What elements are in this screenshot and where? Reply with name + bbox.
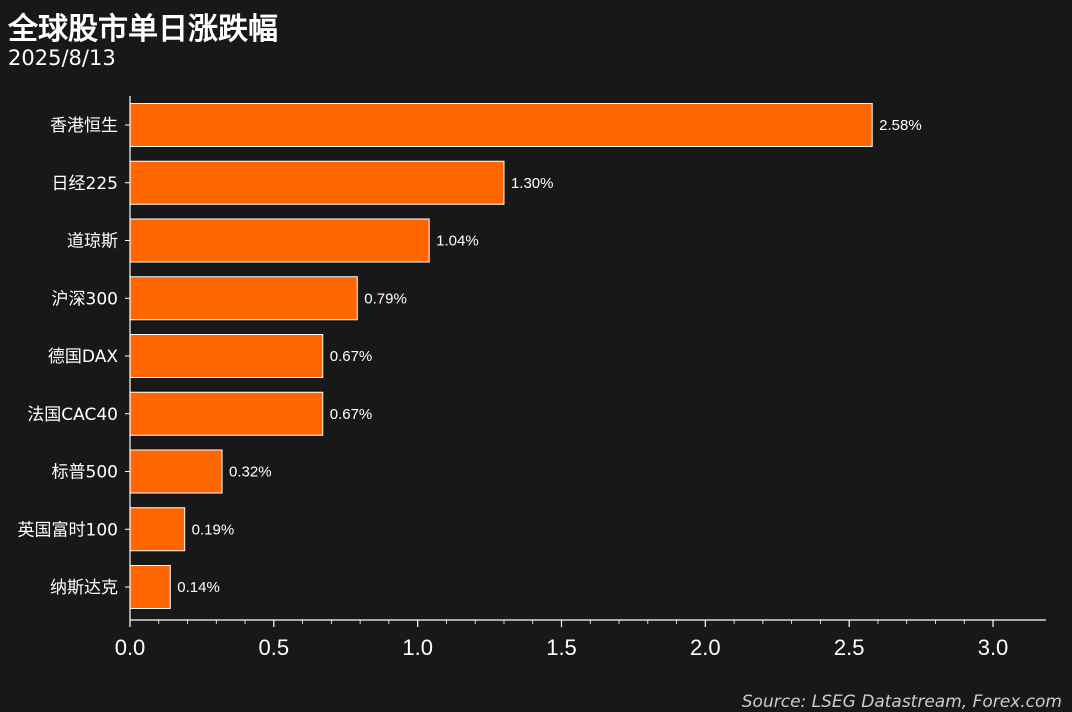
x-tick-label-3: 1.5	[546, 635, 577, 660]
value-label-8: 0.14%	[177, 579, 220, 596]
category-label-5: 法国CAC40	[27, 405, 118, 425]
value-labels-group: 2.58% 1.30% 1.04% 0.79% 0.67% 0.67% 0.32% 0.19%…	[177, 117, 921, 596]
chart-subtitle: 2025/8/13	[8, 46, 116, 70]
bar-2	[129, 218, 430, 263]
category-label-3: 沪深300	[52, 289, 118, 309]
bar-5	[129, 391, 324, 436]
bar-3	[129, 276, 358, 321]
category-label-0: 香港恒生	[50, 116, 118, 136]
category-label-4: 德国DAX	[48, 347, 118, 367]
source-note: Source: LSEG Datastream, Forex.com	[741, 692, 1062, 712]
bar-8	[129, 565, 171, 609]
x-tick-label-4: 2.0	[690, 635, 721, 660]
bar-4	[129, 334, 324, 378]
value-label-7: 0.19%	[192, 521, 235, 538]
bar-1	[129, 160, 505, 205]
x-tick-label-6: 3.0	[978, 635, 1009, 660]
axes-group: 0.0 0.5 1.0 1.5 2.0 2.5 3.0	[115, 96, 1046, 660]
category-label-2: 道琼斯	[67, 232, 118, 252]
bars-group	[129, 103, 873, 609]
value-label-4: 0.67%	[330, 348, 373, 365]
chart-title: 全球股市单日涨跌幅	[8, 12, 278, 47]
value-label-2: 1.04%	[436, 233, 479, 250]
category-label-8: 纳斯达克	[50, 578, 118, 598]
x-tick-label-5: 2.5	[834, 635, 865, 660]
category-label-1: 日经225	[52, 174, 118, 194]
value-label-3: 0.79%	[364, 290, 407, 307]
category-label-7: 英国富时100	[18, 520, 118, 540]
bar-0	[129, 103, 873, 147]
bar-6	[129, 449, 223, 494]
value-label-0: 2.58%	[879, 117, 922, 134]
x-tick-label-2: 1.0	[402, 635, 433, 660]
bar-7	[129, 507, 186, 552]
value-label-5: 0.67%	[330, 406, 373, 423]
value-label-1: 1.30%	[511, 175, 554, 192]
value-label-6: 0.32%	[229, 464, 272, 481]
category-label-6: 标普500	[52, 463, 118, 483]
x-tick-label-1: 0.5	[259, 635, 290, 660]
x-tick-label-0: 0.0	[115, 635, 146, 660]
